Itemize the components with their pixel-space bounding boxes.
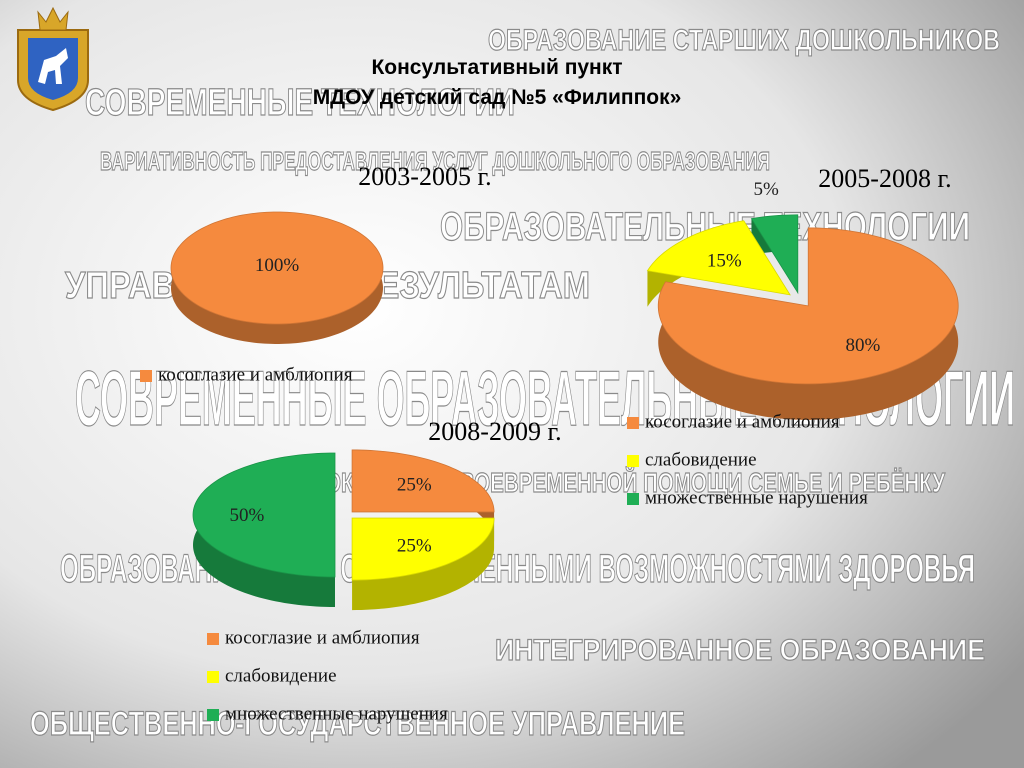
slice — [170, 211, 384, 325]
data-label: 50% — [230, 505, 265, 526]
data-label: 5% — [753, 179, 779, 200]
chart-title: 2003-2005 г. — [358, 162, 491, 191]
background-text: ОБРАЗОВАНИЕ СТАРШИХ ДОШКОЛЬНИКОВ — [488, 24, 1000, 57]
data-label: 15% — [707, 251, 742, 272]
pie-chart: 2003-2005 г. 100% косоглазие и амблиопия — [140, 162, 492, 385]
data-label: 25% — [397, 475, 432, 496]
slide-title: Консультативный пункт — [371, 56, 622, 79]
legend-swatch — [207, 709, 219, 721]
pie-tops — [646, 214, 959, 385]
legend-swatch — [207, 671, 219, 683]
slice — [192, 452, 336, 578]
slice — [750, 214, 799, 295]
background-text: ОБЩЕСТВЕННО-ГОСУДАРСТВЕННОЕ УПРАВЛЕНИЕ — [30, 705, 685, 743]
data-label: 80% — [845, 335, 880, 356]
legend-label: косоглазие и амблиопия — [645, 411, 840, 432]
legend-label: слабовидение — [645, 449, 757, 470]
pie-labels: 100% — [255, 255, 300, 276]
pie-chart: 2008-2009 г. 25% 25% 50% косоглазие и амблио… — [192, 417, 562, 724]
data-label: 25% — [397, 535, 432, 556]
slice — [657, 227, 959, 385]
background-text: ВАРИАТИВНОСТЬ ПРЕДОСТАВЛЕНИЯ УСЛУГ ДОШКО… — [100, 146, 770, 176]
chart-title: 2005-2008 г. — [818, 164, 951, 193]
legend-swatch — [627, 455, 639, 467]
chart-title: 2008-2009 г. — [428, 417, 561, 446]
slice-side — [352, 518, 495, 611]
slide-title: МДОУ детский сад №5 «Филиппок» — [313, 86, 682, 109]
pie-chart: 2005-2008 г. 80% 15% 5% косоглазие и амблиоп… — [627, 164, 959, 508]
pie-tops — [192, 449, 495, 581]
emblem — [17, 6, 89, 112]
background-text: ИНТЕГРИРОВАННОЕ ОБРАЗОВАНИЕ — [495, 634, 985, 667]
legend-label: множественные нарушения — [645, 487, 868, 508]
background-text: СОВРЕМЕННЫЕ ТЕХНОЛОГИИ — [85, 82, 515, 124]
legend-label: множественные нарушения — [225, 703, 448, 724]
slice — [646, 220, 791, 296]
legend-swatch — [207, 633, 219, 645]
slice — [351, 517, 495, 581]
data-label: 100% — [255, 255, 300, 276]
legend-label: слабовидение — [225, 665, 337, 686]
legend-label: косоглазие и амблиопия — [158, 364, 353, 385]
pie-labels: 25% 25% 50% — [230, 475, 432, 557]
legend-label: косоглазие и амблиопия — [225, 627, 420, 648]
pie-tops — [170, 211, 384, 325]
legend-swatch — [627, 493, 639, 505]
slice — [351, 449, 495, 513]
legend-swatch — [140, 370, 152, 382]
legend-swatch — [627, 417, 639, 429]
pie-labels: 80% 15% 5% — [707, 179, 881, 356]
